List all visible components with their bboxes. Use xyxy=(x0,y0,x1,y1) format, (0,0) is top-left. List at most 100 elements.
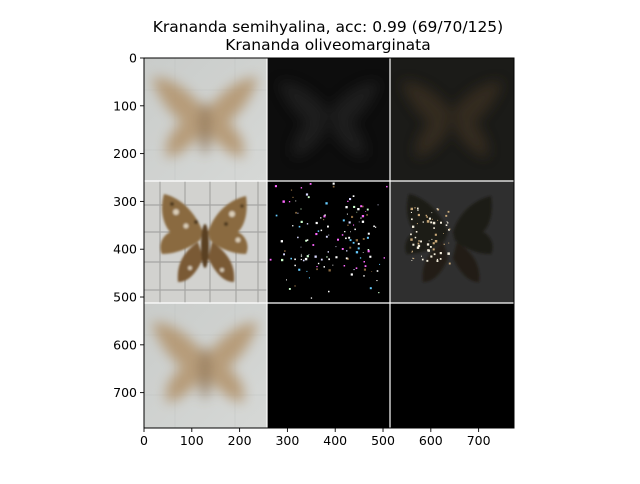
highlight-pixel xyxy=(417,213,420,217)
noise-pixel xyxy=(363,268,366,271)
noise-pixel xyxy=(359,257,362,259)
noise-pixel xyxy=(300,246,302,248)
noise-pixel xyxy=(356,211,358,213)
highlight-pixel xyxy=(431,218,433,220)
figure-title-line1: Krananda semihyalina, acc: 0.99 (69/70/1… xyxy=(153,18,503,36)
noise-pixel xyxy=(383,257,385,259)
noise-pixel xyxy=(320,217,322,219)
noise-pixel xyxy=(366,214,368,216)
highlight-pixel xyxy=(413,257,415,260)
image-grid xyxy=(144,58,514,428)
noise-pixel xyxy=(332,264,334,266)
highlight-pixel xyxy=(417,209,419,211)
noise-pixel xyxy=(364,265,367,267)
noise-pixel xyxy=(284,250,286,252)
noise-pixel xyxy=(355,239,358,242)
tile-r0-c2-dark-brown-moth xyxy=(390,58,514,181)
noise-pixel xyxy=(366,208,369,211)
highlight-pixel xyxy=(417,242,420,245)
highlight-pixel xyxy=(434,233,437,236)
noise-pixel xyxy=(309,183,312,185)
tile-r0-c0-blurred-moth xyxy=(144,58,267,181)
grid-separators xyxy=(144,58,514,428)
highlight-pixel xyxy=(432,248,435,251)
noise-pixel xyxy=(360,217,362,219)
noise-pixel xyxy=(300,220,303,223)
noise-pixel xyxy=(314,255,317,258)
highlight-pixel xyxy=(418,240,420,242)
noise-pixel xyxy=(347,200,349,202)
noise-pixel xyxy=(312,244,315,246)
highlight-pixel xyxy=(416,246,420,249)
highlight-pixel xyxy=(431,238,433,240)
x-tick-label: 400 xyxy=(323,433,347,448)
y-tick-label: 400 xyxy=(113,242,137,257)
noise-pixel xyxy=(269,258,272,261)
noise-pixel xyxy=(346,250,348,252)
tile-r1-c0-photo-moth xyxy=(144,181,267,303)
noise-pixel xyxy=(379,263,381,265)
noise-pixel xyxy=(366,236,369,239)
highlight-pixel xyxy=(410,207,413,211)
noise-pixel xyxy=(371,271,373,272)
noise-pixel xyxy=(353,269,355,271)
noise-pixel xyxy=(342,219,345,222)
noise-pixel xyxy=(386,185,388,188)
noise-pixel xyxy=(344,231,346,233)
noise-pixel xyxy=(367,249,370,251)
y-axis: 0 100 200 300 400 500 600 700 xyxy=(113,51,144,400)
noise-pixel xyxy=(294,285,296,287)
noise-pixel xyxy=(316,268,318,271)
tile-r2-c2-black xyxy=(390,303,514,428)
highlight-pixel xyxy=(449,228,451,230)
noise-pixel xyxy=(300,208,302,210)
highlight-pixel xyxy=(447,252,450,255)
x-axis: 0 100 200 300 400 500 600 700 xyxy=(140,428,491,448)
highlight-pixel xyxy=(422,221,424,223)
noise-pixel xyxy=(345,237,347,240)
highlight-pixel xyxy=(445,224,448,226)
highlight-pixel xyxy=(414,236,417,239)
tile-r1-c1-sparse-noise xyxy=(267,181,390,303)
noise-pixel xyxy=(345,206,348,209)
noise-pixel xyxy=(315,233,318,236)
noise-pixel xyxy=(290,257,292,260)
y-tick-label: 500 xyxy=(113,290,137,305)
noise-pixel xyxy=(352,241,355,244)
highlight-pixel xyxy=(412,243,415,246)
noise-pixel xyxy=(350,273,353,276)
noise-pixel xyxy=(306,223,309,225)
highlight-pixel xyxy=(436,260,439,262)
noise-pixel xyxy=(302,259,305,262)
noise-pixel xyxy=(362,205,364,208)
highlight-pixel xyxy=(412,257,414,259)
noise-pixel xyxy=(362,252,364,253)
x-tick-label: 0 xyxy=(140,433,148,448)
noise-pixel xyxy=(357,242,360,245)
axes-frame xyxy=(143,57,515,429)
noise-pixel xyxy=(298,225,301,228)
noise-pixel xyxy=(355,267,358,269)
highlight-pixel xyxy=(436,258,439,261)
noise-pixel xyxy=(367,232,370,235)
tile-r2-c0-blurred-moth xyxy=(144,303,267,428)
y-tick-label: 200 xyxy=(113,146,137,161)
noise-pixel xyxy=(325,202,328,205)
noise-pixel xyxy=(341,248,344,250)
noise-pixel xyxy=(306,239,309,241)
noise-pixel xyxy=(349,246,352,249)
highlight-pixel xyxy=(440,221,442,224)
x-tick-label: 700 xyxy=(467,433,491,448)
noise-pixel xyxy=(351,215,354,218)
highlight-pixel xyxy=(421,258,424,261)
highlight-pixel xyxy=(415,231,418,233)
noise-pixel xyxy=(308,277,310,279)
noise-pixel xyxy=(349,198,352,201)
noise-pixel xyxy=(378,292,380,294)
y-tick-label: 300 xyxy=(113,194,137,209)
noise-pixel xyxy=(367,250,370,253)
noise-pixel xyxy=(323,219,325,221)
noise-pixel xyxy=(297,236,299,239)
